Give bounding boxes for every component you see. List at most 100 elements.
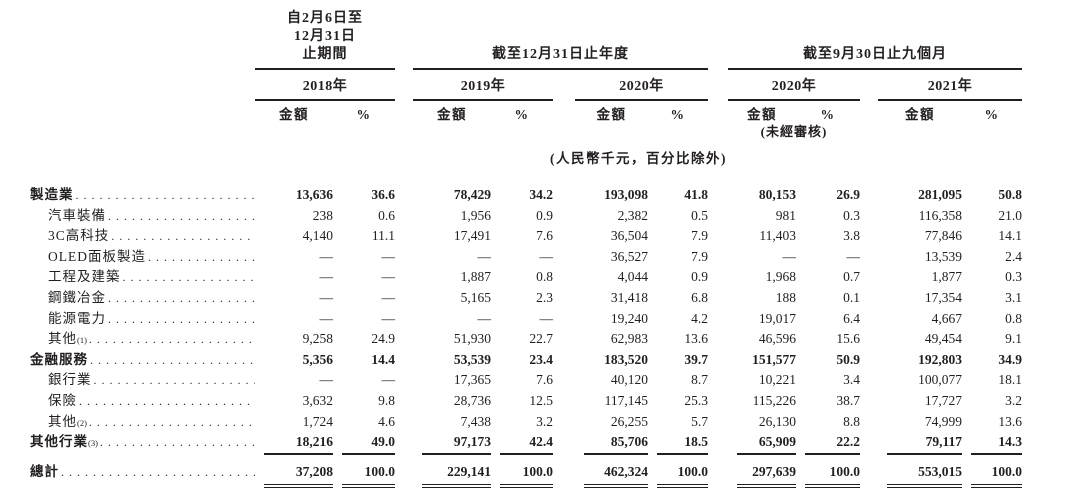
row-label-text: 製造業 xyxy=(30,187,74,202)
table-row: OLED面板製造 — — — — 36,527 7.9 — — 13,539 2.4 xyxy=(30,247,1080,268)
cell-value: 36.6 xyxy=(371,187,395,202)
dot-leader xyxy=(148,248,255,268)
amount-header-9m-2020: 金額 xyxy=(747,107,777,122)
cell-value: 462,324 xyxy=(584,462,648,489)
year-header-row: 2018年 2019年 2020年 2020年 2021年 xyxy=(30,73,1080,101)
table-row: 製造業 13,636 36.6 78,429 34.2 193,098 41.8 80,15… xyxy=(30,185,1080,206)
year-label-2020: 2020年 xyxy=(575,73,708,101)
cell-value: 100.0 xyxy=(657,462,708,489)
cell-value: 4,044 xyxy=(617,269,648,285)
year-label-2021: 2021年 xyxy=(878,73,1022,101)
table-row: 其他(1) 9,258 24.9 51,930 22.7 62,983 13.6 46,59… xyxy=(30,329,1080,350)
cell-value: 1,887 xyxy=(460,269,491,285)
cell-value: 17,727 xyxy=(924,392,962,408)
cell-value: 188 xyxy=(775,289,796,305)
cell-value: 4.2 xyxy=(691,310,708,326)
cell-value: 553,015 xyxy=(887,462,962,489)
percent-header-2018: % xyxy=(356,107,372,122)
row-label-text: 其他 xyxy=(48,331,77,347)
cell-value: 5,165 xyxy=(460,289,491,305)
cell-value: 5.7 xyxy=(691,413,708,429)
cell-value: 78,429 xyxy=(453,187,491,202)
row-label: 其他行業 (3) xyxy=(30,432,255,455)
cell-value: 0.1 xyxy=(843,289,860,305)
cell-value: — xyxy=(477,248,492,264)
cell-value: 34.9 xyxy=(998,351,1022,367)
dot-leader xyxy=(79,392,255,412)
cell-value: 21.0 xyxy=(998,207,1022,223)
cell-value: 23.4 xyxy=(529,351,553,367)
cell-value: 3.4 xyxy=(843,372,860,388)
cell-value: 80,153 xyxy=(758,187,796,202)
cell-value: 50.8 xyxy=(998,187,1022,202)
row-label: 能源電力 xyxy=(30,309,255,330)
cell-value: 3.2 xyxy=(536,413,553,429)
cell-value: 6.4 xyxy=(843,310,860,326)
row-label-text: 其他行業 xyxy=(30,434,88,450)
dot-leader xyxy=(108,289,255,309)
dot-leader xyxy=(89,330,255,350)
cell-value: 62,983 xyxy=(610,331,648,347)
cell-value: 117,145 xyxy=(604,392,648,408)
cell-value: 3.2 xyxy=(1005,392,1022,408)
cell-value: 0.6 xyxy=(378,207,395,223)
cell-value: 26.9 xyxy=(836,187,860,202)
cell-value: 18.5 xyxy=(657,432,708,455)
cell-value: 0.7 xyxy=(843,269,860,285)
percent-header-2019: % xyxy=(514,107,530,122)
period-group-9m-title: 截至9月30日止九個月 xyxy=(803,47,947,62)
row-label: 其他 (2) xyxy=(30,412,255,433)
amount-header-2021: 金額 xyxy=(905,107,935,122)
cell-value: 25.3 xyxy=(684,392,708,408)
cell-value: 15.6 xyxy=(836,331,860,347)
cell-value: 1,877 xyxy=(931,269,962,285)
cell-value: 100.0 xyxy=(500,462,553,489)
dot-leader xyxy=(90,351,255,371)
cell-value: 100,077 xyxy=(918,372,962,388)
cell-value: 4.6 xyxy=(378,413,395,429)
cell-value: 22.7 xyxy=(529,331,553,347)
unaudited-note: (未經審核) xyxy=(760,124,828,139)
cell-value: 238 xyxy=(312,207,333,223)
cell-value: 13.6 xyxy=(684,331,708,347)
cell-value: 41.8 xyxy=(684,187,708,202)
row-label: 工程及建築 xyxy=(30,267,255,288)
period-group-2018-line3: 止期間 xyxy=(302,47,348,62)
cell-value: 13,636 xyxy=(295,187,333,202)
row-label: 銀行業 xyxy=(30,370,255,391)
period-group-fiscal-years: 截至12月31日止年度 xyxy=(413,46,708,70)
cell-value: — xyxy=(319,248,334,264)
cell-value: 115,226 xyxy=(752,392,796,408)
cell-value: 3.8 xyxy=(843,228,860,244)
cell-value: 13.6 xyxy=(998,413,1022,429)
row-label-text: 工程及建築 xyxy=(48,269,121,285)
row-label: 3C高科技 xyxy=(30,226,255,247)
cell-value: 3.1 xyxy=(1005,289,1022,305)
cell-value: 51,930 xyxy=(453,331,491,347)
dot-leader xyxy=(100,433,255,453)
period-group-nine-months: 截至9月30日止九個月 xyxy=(728,46,1022,70)
cell-value: — xyxy=(539,248,554,264)
cell-value: — xyxy=(782,248,797,264)
table-row: 工程及建築 — — 1,887 0.8 4,044 0.9 1,968 0.7 1,877 0.3 xyxy=(30,267,1080,288)
table-row: 汽車裝備 238 0.6 1,956 0.9 2,382 0.5 981 0.3 116,358… xyxy=(30,206,1080,227)
row-label: 總計 xyxy=(30,462,255,489)
cell-value: 17,365 xyxy=(453,372,491,388)
cell-value: 85,706 xyxy=(584,432,648,455)
cell-value: 79,117 xyxy=(887,432,962,455)
cell-value: 100.0 xyxy=(971,462,1022,489)
period-group-header-row: 自2月6日至 12月31日 止期間 截至12月31日止年度 截至9月30日止九個… xyxy=(30,10,1080,70)
cell-value: 14.4 xyxy=(371,351,395,367)
dot-leader xyxy=(89,413,255,433)
cell-value: 7.6 xyxy=(536,228,553,244)
dot-leader xyxy=(108,310,255,330)
cell-value: 11,403 xyxy=(759,228,796,244)
cell-value: 31,418 xyxy=(610,289,648,305)
cell-value: 53,539 xyxy=(453,351,491,367)
cell-value: 97,173 xyxy=(422,432,491,455)
cell-value: 6.8 xyxy=(691,289,708,305)
cell-value: — xyxy=(846,248,861,264)
cell-value: 65,909 xyxy=(737,432,796,455)
row-label: OLED面板製造 xyxy=(30,247,255,268)
cell-value: — xyxy=(319,269,334,285)
